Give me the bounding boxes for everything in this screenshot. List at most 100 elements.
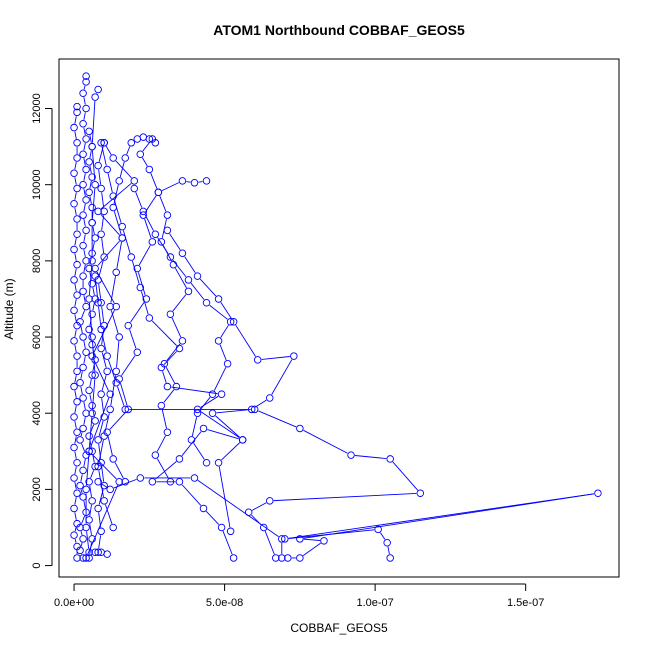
data-point: [266, 497, 274, 505]
data-point: [190, 474, 199, 482]
data-point: [112, 367, 120, 376]
data-point: [88, 409, 96, 417]
series-line-segment: [171, 386, 218, 395]
data-point: [169, 260, 178, 269]
series-line-segment: [169, 233, 181, 251]
series-line-segment: [89, 196, 92, 204]
data-point: [217, 390, 226, 398]
series-line-segment: [216, 409, 248, 414]
data-point: [157, 238, 166, 246]
series-line-segment: [98, 439, 104, 463]
data-point: [148, 478, 157, 486]
data-point: [266, 394, 274, 402]
series-line-segment: [271, 359, 293, 395]
series-line-segment: [74, 512, 77, 520]
series-line-segment: [92, 302, 95, 311]
y-tick-label: 12000: [31, 93, 43, 124]
data-point: [79, 554, 87, 562]
data-point: [97, 299, 105, 307]
data-point: [82, 165, 90, 174]
series-line-segment: [74, 451, 77, 459]
data-point: [91, 462, 99, 471]
data-point: [70, 443, 78, 452]
x-axis: 0.0e+00 5.0e-08 1.0e-07 1.5e-07: [54, 583, 544, 609]
data-point: [88, 352, 96, 360]
data-point: [73, 108, 81, 117]
series-line-segment: [101, 192, 105, 208]
data-point: [151, 451, 160, 459]
series-line-segment: [80, 489, 83, 494]
data-point: [94, 85, 102, 94]
data-point: [73, 519, 81, 528]
data-point: [88, 497, 96, 505]
series-line-segment: [222, 531, 233, 555]
data-point: [82, 72, 90, 80]
data-point: [97, 184, 105, 193]
series: [103, 135, 163, 486]
data-point: [178, 249, 187, 257]
data-point: [88, 333, 96, 341]
series-line-segment: [92, 241, 95, 250]
series-line-segment: [119, 382, 128, 406]
series-line-segment: [140, 291, 149, 315]
data-point: [157, 401, 166, 410]
data-point: [79, 466, 87, 475]
series-line-segment: [95, 280, 99, 299]
series-line-segment: [144, 214, 154, 231]
series-line-segment: [90, 397, 110, 448]
data-point: [112, 379, 120, 387]
data-point: [97, 325, 105, 334]
data-point: [130, 184, 139, 193]
series-line-segment: [83, 356, 86, 364]
y-tick-label: 6000: [31, 325, 43, 349]
series-line-segment: [380, 532, 386, 540]
series-line-segment: [198, 181, 203, 183]
series-line-segment: [163, 389, 175, 403]
data-point: [91, 371, 99, 379]
data-point: [320, 537, 328, 545]
data-point: [76, 436, 84, 444]
data-point: [73, 184, 81, 193]
data-point: [284, 554, 292, 562]
series-line-segment: [122, 230, 131, 254]
series-line-segment: [101, 375, 107, 391]
series-line-segment: [101, 466, 105, 482]
data-point: [79, 394, 87, 402]
series-line-segment: [86, 531, 90, 549]
data-point: [70, 531, 78, 539]
data-point: [82, 409, 90, 417]
series-line-segment: [74, 527, 77, 532]
data-point: [199, 504, 208, 513]
data-point: [103, 367, 111, 376]
data-point: [73, 489, 81, 497]
data-point: [70, 169, 78, 178]
data-point: [214, 337, 223, 345]
data-point: [136, 474, 145, 482]
x-axis-label: COBBAF_GEOS5: [290, 621, 388, 635]
series-line-segment: [83, 97, 86, 105]
series: [148, 226, 298, 562]
data-point: [82, 348, 90, 357]
series-line-segment: [83, 401, 86, 410]
series-line-segment: [98, 283, 102, 299]
series-line-segment: [145, 195, 157, 213]
data-point: [139, 211, 148, 219]
data-point: [175, 455, 184, 463]
series-line-segment: [83, 218, 86, 227]
data-point: [347, 451, 355, 459]
series-line-segment: [104, 413, 110, 433]
data-point: [94, 299, 102, 307]
data-point: [142, 295, 151, 303]
series-line-segment: [91, 150, 96, 181]
data-point: [79, 535, 87, 543]
data-point: [85, 127, 93, 136]
data-point: [199, 424, 208, 433]
data-point: [82, 135, 90, 143]
y-tick-label: 4000: [31, 401, 43, 425]
series-line-segment: [74, 390, 77, 398]
data-point: [145, 165, 154, 174]
series-line-segment: [157, 237, 169, 254]
data-point: [214, 458, 223, 467]
series-line-segment: [107, 173, 113, 193]
data-point: [85, 548, 93, 556]
